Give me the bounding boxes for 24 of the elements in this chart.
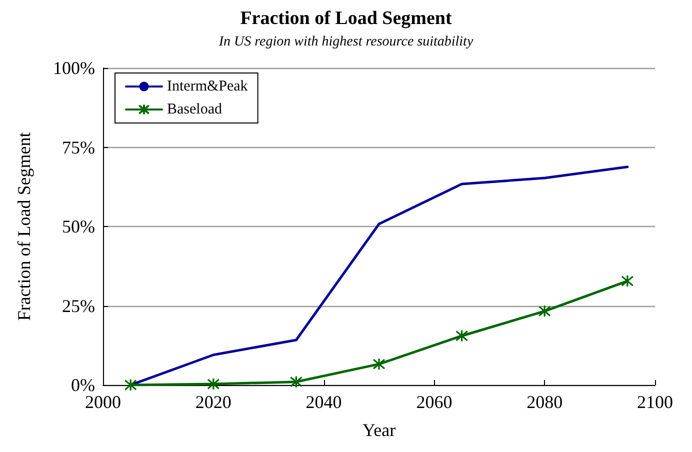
x-tick-label: 2080 (526, 392, 563, 412)
x-tick-label: 2000 (85, 392, 121, 412)
point (621, 274, 634, 288)
point (124, 378, 137, 392)
point (372, 358, 386, 370)
y-tick-label: 50% (62, 216, 95, 236)
x-tick-label: 2060 (416, 392, 452, 412)
y-tick-label: 25% (62, 296, 95, 316)
y-tick-label: 75% (62, 137, 95, 158)
point (538, 304, 551, 318)
y-tick-label: 100% (53, 58, 95, 78)
point (290, 376, 302, 388)
y-axis-title: Fraction of Load Segment (14, 132, 34, 321)
chart-title: Fraction of Load Segment (240, 8, 452, 29)
x-tick-label: 2040 (306, 392, 342, 412)
x-tick-label: 2020 (195, 392, 232, 412)
point (207, 378, 220, 390)
chart-subtitle: In US region with highest resource suitability (218, 34, 474, 50)
x-tick-label: 2100 (637, 392, 673, 412)
legend-label: Interm&Peak (167, 78, 248, 94)
legend-label: Baseload (167, 102, 222, 118)
x-axis-title: Year (362, 420, 396, 440)
point (456, 330, 468, 342)
y-tick-label: 0% (71, 375, 95, 395)
